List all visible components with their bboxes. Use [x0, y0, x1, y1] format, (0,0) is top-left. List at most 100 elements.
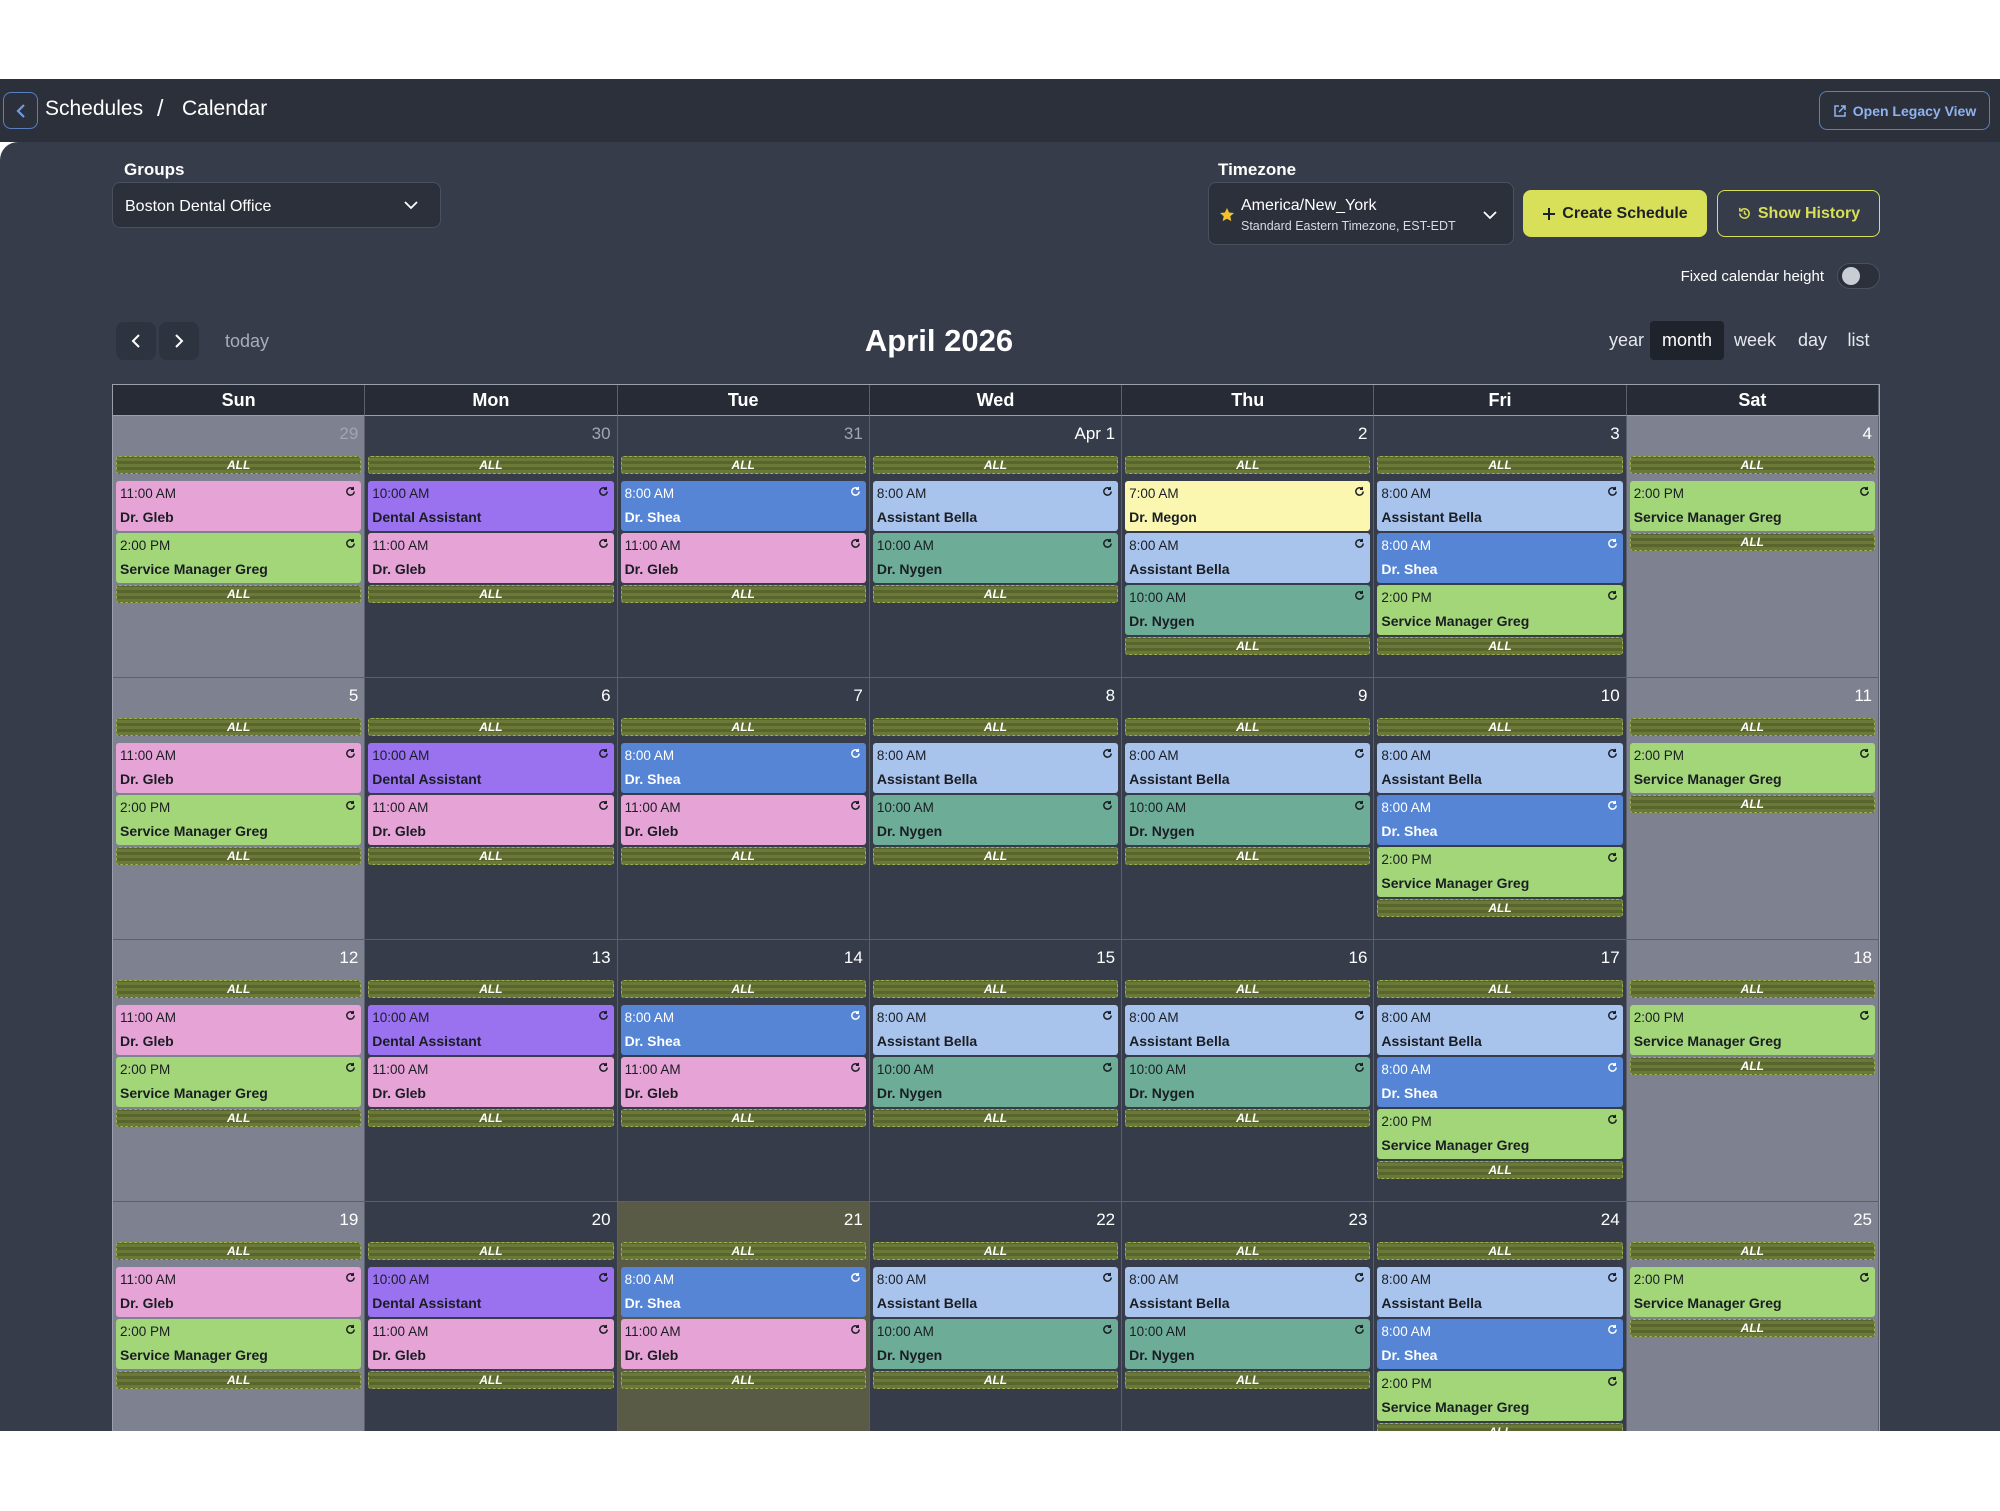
- all-day-bar[interactable]: ALL: [1629, 1319, 1875, 1337]
- day-number[interactable]: 16: [1348, 948, 1368, 967]
- all-day-bar[interactable]: ALL: [116, 456, 362, 474]
- all-day-bar[interactable]: ALL: [1629, 1242, 1875, 1260]
- all-day-bar[interactable]: ALL: [368, 980, 614, 998]
- all-day-bar[interactable]: ALL: [1377, 1161, 1623, 1179]
- event[interactable]: 8:00 AM Assistant Bella: [872, 1267, 1119, 1317]
- event[interactable]: 8:00 AM Dr. Shea: [1377, 1319, 1623, 1369]
- all-day-bar[interactable]: ALL: [368, 456, 614, 474]
- all-day-bar[interactable]: ALL: [872, 980, 1119, 998]
- event[interactable]: 2:00 PM Service Manager Greg: [116, 1057, 362, 1107]
- event[interactable]: 11:00 AM Dr. Gleb: [116, 481, 362, 531]
- event[interactable]: 2:00 PM Service Manager Greg: [1629, 1005, 1875, 1055]
- all-day-bar[interactable]: ALL: [872, 1371, 1119, 1389]
- day-number[interactable]: 17: [1600, 948, 1620, 967]
- all-day-bar[interactable]: ALL: [1125, 980, 1371, 998]
- event[interactable]: 8:00 AM Assistant Bella: [1125, 743, 1371, 793]
- all-day-bar[interactable]: ALL: [872, 718, 1119, 736]
- breadcrumb-schedules[interactable]: Schedules: [45, 97, 144, 120]
- view-button[interactable]: week: [1733, 330, 1777, 350]
- all-day-bar[interactable]: ALL: [620, 980, 866, 998]
- event[interactable]: 8:00 AM Assistant Bella: [872, 743, 1119, 793]
- day-number[interactable]: 15: [1096, 948, 1116, 967]
- all-day-bar[interactable]: ALL: [872, 1109, 1119, 1127]
- all-day-bar[interactable]: ALL: [620, 456, 866, 474]
- event[interactable]: 7:00 AM Dr. Megon: [1125, 481, 1371, 531]
- event[interactable]: 11:00 AM Dr. Gleb: [620, 1057, 866, 1107]
- event[interactable]: 8:00 AM Assistant Bella: [872, 1005, 1119, 1055]
- all-day-bar[interactable]: ALL: [1377, 980, 1623, 998]
- event[interactable]: 2:00 PM Service Manager Greg: [1377, 1109, 1623, 1159]
- all-day-bar[interactable]: ALL: [1629, 533, 1875, 551]
- event[interactable]: 11:00 AM Dr. Gleb: [620, 795, 866, 845]
- event[interactable]: 11:00 AM Dr. Gleb: [368, 533, 614, 583]
- all-day-bar[interactable]: ALL: [1629, 795, 1875, 813]
- all-day-bar[interactable]: ALL: [620, 718, 866, 736]
- day-number[interactable]: 18: [1853, 948, 1872, 967]
- event[interactable]: 10:00 AM Dr. Nygen: [1125, 1319, 1371, 1369]
- event[interactable]: 10:00 AM Dental Assistant: [368, 743, 614, 793]
- event[interactable]: 8:00 AM Assistant Bella: [1125, 1005, 1371, 1055]
- event[interactable]: 11:00 AM Dr. Gleb: [368, 795, 614, 845]
- event[interactable]: 8:00 AM Dr. Shea: [1377, 1057, 1623, 1107]
- all-day-bar[interactable]: ALL: [872, 1242, 1119, 1260]
- event[interactable]: 8:00 AM Assistant Bella: [872, 481, 1119, 531]
- event[interactable]: 11:00 AM Dr. Gleb: [620, 533, 866, 583]
- event[interactable]: 2:00 PM Service Manager Greg: [1377, 585, 1623, 635]
- all-day-bar[interactable]: ALL: [1125, 1109, 1371, 1127]
- all-day-bar[interactable]: ALL: [1377, 899, 1623, 917]
- event[interactable]: 11:00 AM Dr. Gleb: [620, 1319, 866, 1369]
- event[interactable]: 11:00 AM Dr. Gleb: [116, 743, 362, 793]
- fixed-height-toggle[interactable]: [1837, 263, 1880, 289]
- event[interactable]: 8:00 AM Dr. Shea: [620, 743, 866, 793]
- event[interactable]: 8:00 AM Dr. Shea: [1377, 795, 1623, 845]
- event[interactable]: 8:00 AM Assistant Bella: [1125, 1267, 1371, 1317]
- event[interactable]: 10:00 AM Dental Assistant: [368, 1005, 614, 1055]
- groups-dropdown[interactable]: Boston Dental Office: [112, 182, 441, 228]
- view-button[interactable]: day: [1797, 330, 1828, 350]
- event[interactable]: 2:00 PM Service Manager Greg: [1629, 481, 1875, 531]
- day-number[interactable]: 2: [1357, 424, 1368, 443]
- event[interactable]: 2:00 PM Service Manager Greg: [1377, 1371, 1623, 1421]
- all-day-bar[interactable]: ALL: [1125, 637, 1371, 655]
- event[interactable]: 8:00 AM Dr. Shea: [620, 1005, 866, 1055]
- event[interactable]: 2:00 PM Service Manager Greg: [1629, 743, 1875, 793]
- event[interactable]: 10:00 AM Dr. Nygen: [872, 1057, 1119, 1107]
- day-number[interactable]: 29: [339, 424, 359, 443]
- all-day-bar[interactable]: ALL: [368, 718, 614, 736]
- timezone-dropdown[interactable]: America/New_York Standard Eastern Timezo…: [1208, 182, 1514, 245]
- all-day-bar[interactable]: ALL: [1629, 718, 1875, 736]
- day-number[interactable]: 10: [1600, 686, 1620, 705]
- create-schedule-button[interactable]: Create Schedule: [1523, 190, 1707, 237]
- day-number[interactable]: 12: [339, 948, 359, 967]
- show-history-button[interactable]: Show History: [1717, 190, 1880, 237]
- event[interactable]: 8:00 AM Assistant Bella: [1125, 533, 1371, 583]
- prev-button[interactable]: [116, 322, 156, 360]
- event[interactable]: 11:00 AM Dr. Gleb: [116, 1005, 362, 1055]
- all-day-bar[interactable]: ALL: [1377, 456, 1623, 474]
- all-day-bar[interactable]: ALL: [872, 456, 1119, 474]
- event[interactable]: 10:00 AM Dr. Nygen: [872, 795, 1119, 845]
- day-number[interactable]: 23: [1348, 1210, 1368, 1229]
- back-button[interactable]: [3, 92, 38, 129]
- day-number[interactable]: 20: [591, 1210, 611, 1229]
- all-day-bar[interactable]: ALL: [620, 1109, 866, 1127]
- all-day-bar[interactable]: ALL: [1125, 1371, 1371, 1389]
- all-day-bar[interactable]: ALL: [116, 1371, 362, 1389]
- day-number[interactable]: 3: [1610, 424, 1620, 443]
- event[interactable]: 2:00 PM Service Manager Greg: [116, 533, 362, 583]
- all-day-bar[interactable]: ALL: [368, 1242, 614, 1260]
- day-number[interactable]: 8: [1105, 686, 1116, 705]
- event[interactable]: 8:00 AM Assistant Bella: [1377, 743, 1623, 793]
- all-day-bar[interactable]: ALL: [116, 1242, 362, 1260]
- all-day-bar[interactable]: ALL: [872, 847, 1119, 865]
- all-day-bar[interactable]: ALL: [1125, 718, 1371, 736]
- event[interactable]: 10:00 AM Dr. Nygen: [1125, 585, 1371, 635]
- view-button[interactable]: list: [1847, 330, 1870, 350]
- all-day-bar[interactable]: ALL: [1125, 456, 1371, 474]
- all-day-bar[interactable]: ALL: [368, 1371, 614, 1389]
- event[interactable]: 2:00 PM Service Manager Greg: [116, 1319, 362, 1369]
- event[interactable]: 10:00 AM Dr. Nygen: [872, 1319, 1119, 1369]
- all-day-bar[interactable]: ALL: [116, 1109, 362, 1127]
- day-number[interactable]: 6: [601, 686, 611, 705]
- event[interactable]: 8:00 AM Dr. Shea: [620, 481, 866, 531]
